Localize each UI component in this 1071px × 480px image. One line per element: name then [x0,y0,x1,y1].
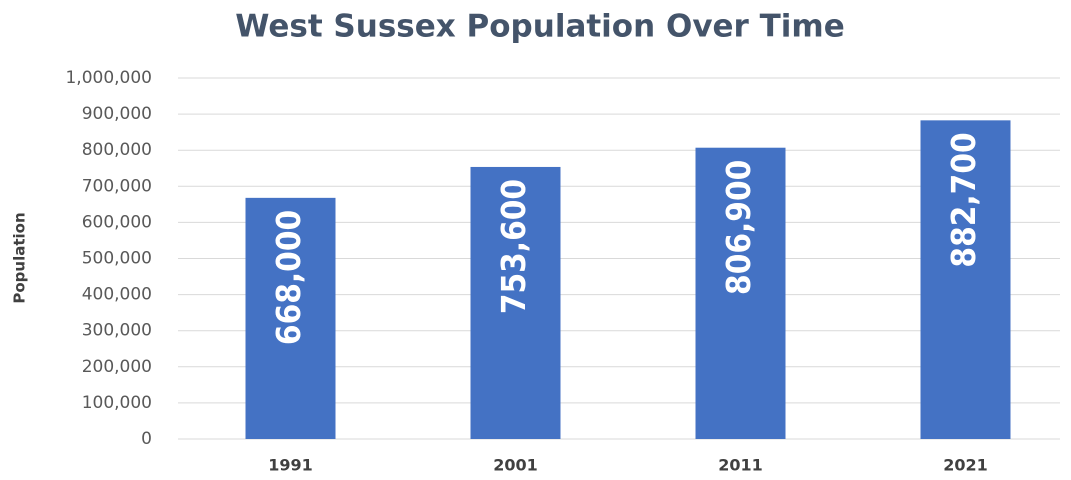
y-tick-label: 300,000 [82,321,152,341]
y-tick-label: 400,000 [82,285,152,305]
bar [695,147,786,439]
y-tick-label: 500,000 [82,249,152,269]
value-label: 882,700 [944,132,983,267]
bar [920,120,1011,439]
x-tick-label: 2001 [493,456,538,475]
x-tick-label: 1991 [268,456,313,475]
x-tick-label: 2021 [943,456,988,475]
y-tick-label: 100,000 [82,393,152,413]
value-label: 753,600 [494,179,533,314]
value-label: 806,900 [719,160,758,295]
y-axis-label: Population [11,212,29,303]
y-tick-label: 0 [141,429,152,449]
bar [245,197,336,439]
value-label: 668,000 [269,210,308,345]
y-tick-label: 200,000 [82,357,152,377]
x-tick-label: 2011 [718,456,763,475]
y-tick-label: 1,000,000 [65,68,152,88]
y-tick-label: 600,000 [82,212,152,232]
chart-title: West Sussex Population Over Time [235,9,844,45]
y-tick-label: 900,000 [82,104,152,124]
bar [470,166,561,440]
y-tick-label: 700,000 [82,176,152,196]
y-tick-label: 800,000 [82,140,152,160]
